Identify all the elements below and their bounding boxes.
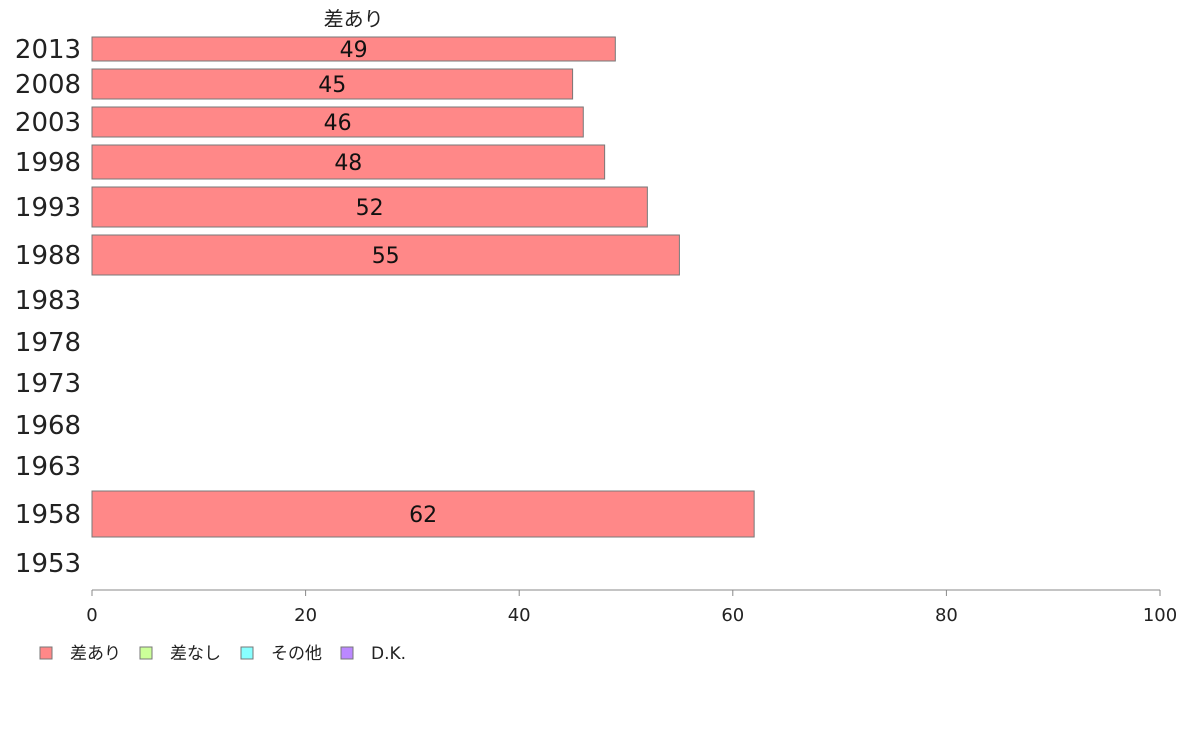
legend-swatch-2	[240, 646, 254, 660]
bar-label-2008: 45	[318, 73, 346, 98]
legend-swatch-3	[340, 646, 354, 660]
year-label-1953: 1953	[15, 549, 81, 579]
year-label-1983: 1983	[15, 286, 81, 316]
x-tick-label-80: 80	[935, 605, 958, 626]
year-label-2013: 2013	[15, 35, 81, 65]
legend-label-3: D.K.	[371, 644, 406, 664]
legend-label-2: その他	[271, 644, 322, 664]
x-tick-label-40: 40	[508, 605, 531, 626]
x-tick-label-60: 60	[721, 605, 744, 626]
year-label-1993: 1993	[15, 193, 81, 223]
year-label-1998: 1998	[15, 148, 81, 178]
x-tick-label-100: 100	[1143, 605, 1177, 626]
bar-2008	[91, 68, 574, 100]
bar-1958	[91, 490, 755, 538]
bar-label-1988: 55	[372, 244, 400, 269]
bar-2003	[91, 106, 584, 138]
legend-label-0: 差あり	[70, 644, 121, 664]
bar-1993	[91, 186, 648, 228]
legend-label-1: 差なし	[170, 644, 221, 664]
legend-swatch-0	[39, 646, 53, 660]
bar-label-1998: 48	[334, 151, 362, 176]
year-label-1973: 1973	[15, 369, 81, 399]
bar-1998	[91, 144, 606, 180]
year-label-1968: 1968	[15, 411, 81, 441]
year-label-1958: 1958	[15, 500, 81, 530]
year-label-1963: 1963	[15, 452, 81, 482]
year-label-2008: 2008	[15, 70, 81, 100]
x-tick-label-0: 0	[86, 605, 97, 626]
bar-label-2003: 46	[324, 111, 352, 136]
x-tick-label-20: 20	[294, 605, 317, 626]
series-title: 差あり	[324, 7, 384, 31]
year-label-1978: 1978	[15, 328, 81, 358]
year-label-1988: 1988	[15, 241, 81, 271]
bar-1988	[91, 234, 680, 276]
bar-label-2013: 49	[340, 38, 368, 63]
legend-swatch-1	[139, 646, 153, 660]
bar-label-1958: 62	[409, 503, 437, 528]
year-label-2003: 2003	[15, 108, 81, 138]
bar-2013	[91, 36, 616, 62]
bar-label-1993: 52	[356, 196, 384, 221]
